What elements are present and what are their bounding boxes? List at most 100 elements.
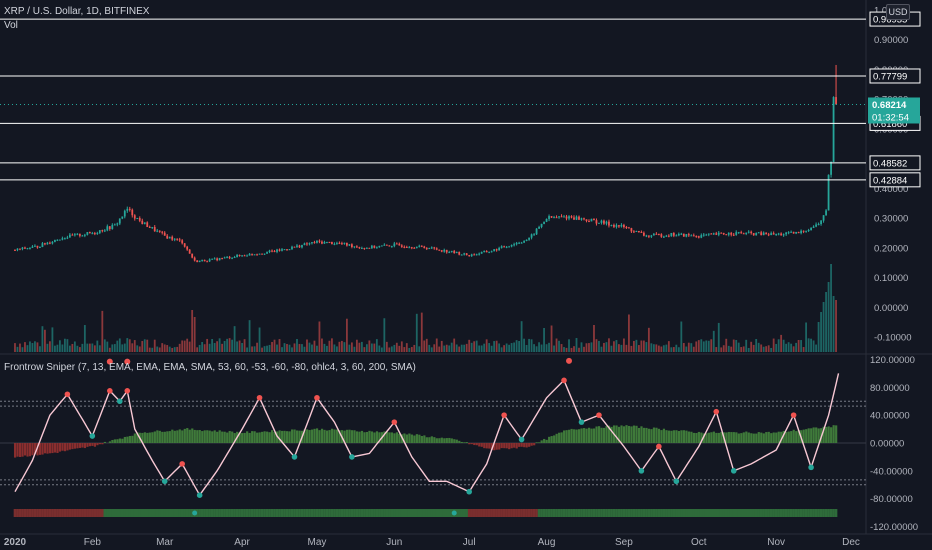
trend-strip-cell: [155, 509, 159, 517]
volume-bar: [475, 340, 478, 352]
candle-body: [468, 255, 471, 257]
candle-body: [493, 249, 496, 252]
histogram-bar: [148, 432, 151, 443]
volume-bar: [243, 339, 246, 352]
candle-body: [14, 249, 16, 251]
trend-strip-cell: [88, 509, 92, 517]
candle-body: [253, 254, 256, 256]
volume-bar: [415, 313, 418, 352]
volume-bar: [355, 339, 358, 352]
volume-bar: [702, 341, 705, 352]
candle-body: [430, 247, 433, 249]
trend-strip-cell: [358, 509, 361, 517]
trend-strip-cell: [672, 509, 676, 517]
histogram-bar: [188, 429, 191, 443]
histogram-bar: [76, 443, 79, 449]
histogram-bar: [500, 443, 503, 449]
time-tick-label: Aug: [538, 537, 556, 548]
candle-body: [131, 209, 134, 216]
time-tick-label: Feb: [84, 537, 102, 548]
volume-bar: [563, 347, 565, 352]
trend-strip-cell: [550, 509, 553, 517]
volume-bar: [630, 345, 633, 352]
histogram-bar: [757, 432, 760, 443]
volume-bar: [93, 345, 96, 352]
trend-strip-cell: [430, 509, 434, 517]
candle-body: [39, 246, 41, 248]
candle-body: [498, 247, 501, 251]
volume-bar: [792, 346, 795, 352]
candle-body: [598, 222, 600, 224]
candle-body: [550, 216, 553, 218]
volume-bar: [323, 343, 326, 352]
volume-bar: [413, 344, 416, 352]
volume-bar: [301, 344, 303, 352]
candle-body: [565, 216, 568, 219]
oscillator-signal-dot: [196, 492, 203, 499]
histogram-bar: [221, 431, 224, 443]
candle-body: [570, 216, 573, 218]
oscillator-signal-dot: [89, 433, 96, 439]
trend-strip-cell: [66, 509, 69, 517]
histogram-bar: [602, 427, 606, 443]
volume-bar: [123, 343, 126, 352]
trend-strip-cell: [210, 509, 214, 517]
histogram-bar: [206, 430, 209, 443]
volume-bar: [76, 345, 79, 352]
histogram-bar: [93, 443, 97, 447]
candle-body: [480, 252, 483, 254]
histogram-bar: [286, 431, 289, 443]
candle-body: [785, 232, 788, 235]
oscillator-signal-dot: [116, 398, 123, 405]
histogram-bar: [830, 427, 833, 443]
histogram-bar: [201, 431, 204, 443]
histogram-bar: [253, 431, 256, 443]
volume-bar: [735, 339, 738, 352]
volume-bar: [303, 346, 306, 352]
oscillator-signal-dot: [179, 461, 185, 467]
volume-bar: [283, 343, 286, 352]
candle-body: [243, 255, 246, 257]
histogram-bar: [468, 443, 471, 445]
candle-body: [266, 252, 268, 254]
volume-bar: [51, 327, 54, 352]
trend-strip-cell: [323, 509, 326, 517]
volume-bar: [368, 340, 371, 352]
candle-body: [370, 245, 373, 249]
oscillator-signal-dot: [124, 388, 131, 394]
candle-body: [628, 227, 630, 229]
candle-body: [66, 237, 69, 239]
currency-button[interactable]: USD: [886, 4, 910, 20]
histogram-bar: [538, 442, 541, 443]
volume-bar: [725, 338, 728, 352]
candle-body: [355, 246, 358, 248]
histogram-bar: [642, 427, 646, 443]
histogram-bar: [143, 432, 146, 443]
volume-bar: [500, 347, 503, 352]
volume-bar: [31, 343, 34, 352]
candle-body: [278, 249, 281, 251]
trend-strip-cell: [817, 509, 820, 517]
volume-bar: [298, 343, 301, 352]
trend-strip-cell: [784, 509, 788, 517]
volume-bar: [63, 338, 66, 352]
histogram-bar: [123, 436, 126, 443]
candle-body: [762, 232, 765, 236]
histogram-bar: [498, 443, 501, 450]
trend-strip-cell: [779, 509, 783, 517]
candle-body: [510, 245, 513, 247]
candle-body: [635, 230, 638, 232]
trend-strip-cell: [747, 509, 751, 517]
volume-bar: [540, 344, 543, 352]
trend-strip-cell: [180, 509, 184, 517]
histogram-bar: [777, 431, 780, 443]
histogram-bar: [91, 443, 94, 446]
histogram-bar: [585, 428, 588, 443]
histogram-bar: [652, 427, 656, 443]
histogram-bar: [418, 434, 421, 443]
histogram-bar: [345, 429, 349, 443]
level-label: 0.48582: [873, 158, 907, 169]
volume-bar: [450, 342, 453, 352]
histogram-bar: [792, 429, 795, 443]
